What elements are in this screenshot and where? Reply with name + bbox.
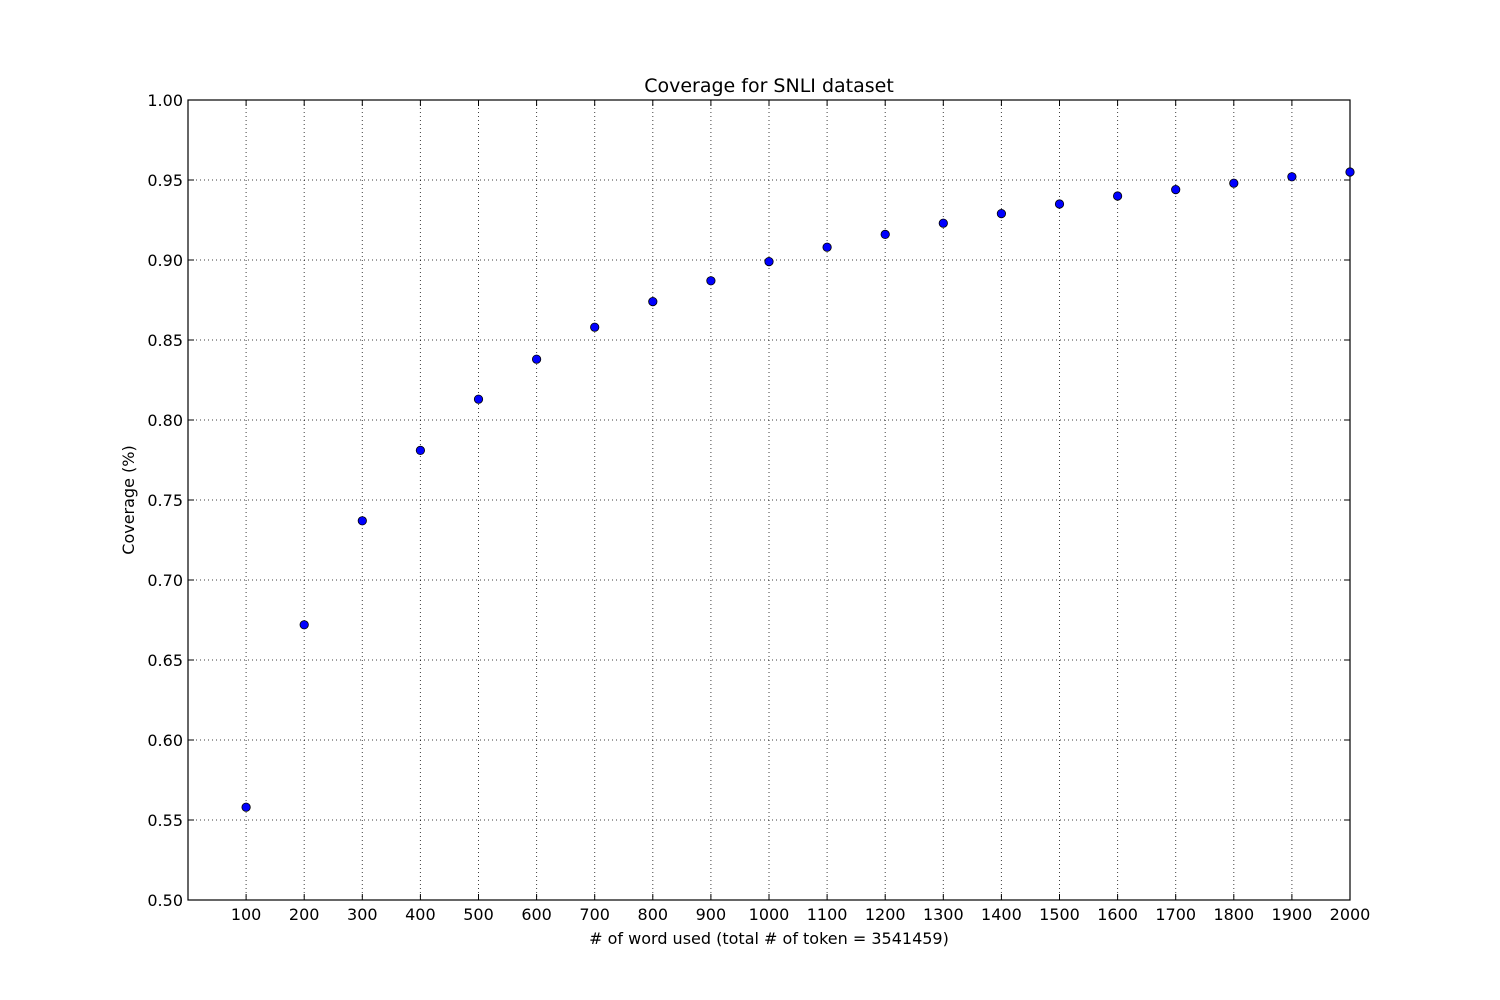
data-point: [299, 620, 309, 630]
x-tick-label: 500: [463, 905, 494, 924]
data-points: [241, 167, 1355, 812]
x-tick-label: 700: [579, 905, 610, 924]
data-point: [648, 296, 658, 307]
x-tick-label: 200: [289, 905, 320, 924]
data-point: [357, 516, 367, 526]
data-point: [531, 354, 542, 364]
data-point: [706, 276, 716, 286]
plot-area-frame: [187, 99, 1351, 901]
data-point: [415, 445, 425, 455]
x-tick-label: 1500: [1039, 905, 1080, 924]
x-tick-label: 1400: [981, 905, 1022, 924]
x-tick-label: 1100: [807, 905, 848, 924]
y-tick-label: 0.50: [147, 891, 183, 910]
x-tick-label: 400: [405, 905, 436, 924]
data-point: [822, 242, 832, 252]
y-tick-label: 0.90: [147, 251, 183, 270]
y-tick-labels: 0.50 0.55 0.60 0.65 0.70 0.75 0.80 0.85 0.90 0.95…: [147, 91, 183, 910]
x-tick-label: 100: [231, 905, 262, 924]
x-tick-label: 300: [347, 905, 378, 924]
x-tick-label: 1600: [1097, 905, 1138, 924]
y-tick-label: 0.85: [147, 331, 183, 350]
y-tick-label: 0.55: [147, 811, 183, 830]
x-axis-title: # of word used (total # of token = 35414…: [589, 929, 949, 948]
x-tick-label: 1800: [1213, 905, 1254, 924]
y-tick-label: 0.70: [147, 571, 183, 590]
y-tick-label: 0.75: [147, 491, 183, 510]
x-tick-label: 1300: [923, 905, 964, 924]
data-point: [880, 229, 890, 239]
data-point: [1287, 172, 1297, 182]
data-point: [1229, 178, 1239, 188]
x-tick-label: 1200: [865, 905, 906, 924]
y-tick-label: 0.95: [147, 171, 183, 190]
data-point: [1345, 167, 1355, 177]
data-point: [473, 394, 484, 404]
grid-lines: [188, 100, 1351, 900]
x-tick-label: 600: [521, 905, 552, 924]
x-tick-label: 900: [696, 905, 727, 924]
x-tick-label: 2000: [1330, 905, 1371, 924]
x-tick-label: 1900: [1272, 905, 1313, 924]
data-point: [938, 218, 948, 228]
chart-title: Coverage for SNLI dataset: [644, 75, 894, 97]
y-tick-label: 0.80: [147, 411, 183, 430]
x-tick-label: 800: [638, 905, 669, 924]
y-axis-title: Coverage (%): [119, 445, 138, 554]
x-tick-labels: 100 200 300 400 500 600 700 800 900 1000 1100 1200 1…: [231, 905, 1371, 924]
data-point: [590, 322, 600, 332]
data-point: [1113, 191, 1123, 201]
x-tick-label: 1700: [1155, 905, 1196, 924]
y-tick-label: 0.60: [147, 731, 183, 750]
data-point: [241, 802, 251, 812]
x-tick-label: 1000: [749, 905, 790, 924]
y-tick-label: 0.65: [147, 651, 183, 670]
data-point: [996, 209, 1007, 219]
data-point: [1171, 185, 1181, 195]
y-tick-label: 1.00: [147, 91, 183, 110]
data-point: [764, 256, 774, 267]
data-point: [1054, 199, 1065, 209]
